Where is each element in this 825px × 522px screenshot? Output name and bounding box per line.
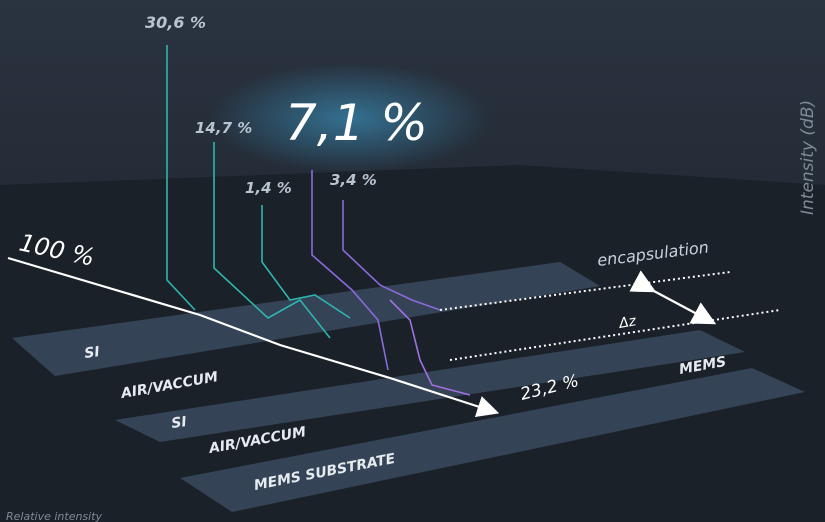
layer-plane bbox=[12, 262, 600, 376]
y-axis-label: Intensity (dB) bbox=[798, 100, 818, 215]
delta-arrow bbox=[629, 270, 717, 325]
glow bbox=[210, 63, 490, 173]
reflection-line bbox=[166, 45, 196, 311]
reflection-line bbox=[389, 299, 471, 396]
highlight-label: 7,1 % bbox=[285, 94, 428, 152]
reflection-label: 14,7 % bbox=[195, 119, 252, 137]
reflection-label: 30,6 % bbox=[145, 13, 206, 32]
layer-plane bbox=[115, 330, 745, 442]
delta-label: Δz bbox=[617, 313, 638, 332]
encapsulation-line bbox=[439, 271, 731, 311]
reflection-line bbox=[342, 200, 441, 311]
reflection-label: 3,4 % bbox=[330, 171, 377, 189]
mems-line bbox=[449, 309, 781, 361]
layer-plane bbox=[180, 368, 805, 512]
incident-beam bbox=[7, 256, 500, 418]
layers bbox=[12, 262, 805, 512]
layer-label: SI bbox=[170, 414, 187, 432]
reflection-line bbox=[213, 142, 331, 339]
reflection-line bbox=[261, 205, 351, 319]
reflection-label: 1,4 % bbox=[245, 179, 292, 197]
x-axis-label: Relative intensity bbox=[6, 510, 103, 522]
reflection-lines bbox=[166, 45, 471, 396]
layer-label: SI bbox=[83, 344, 100, 362]
reflection-line bbox=[311, 170, 389, 371]
